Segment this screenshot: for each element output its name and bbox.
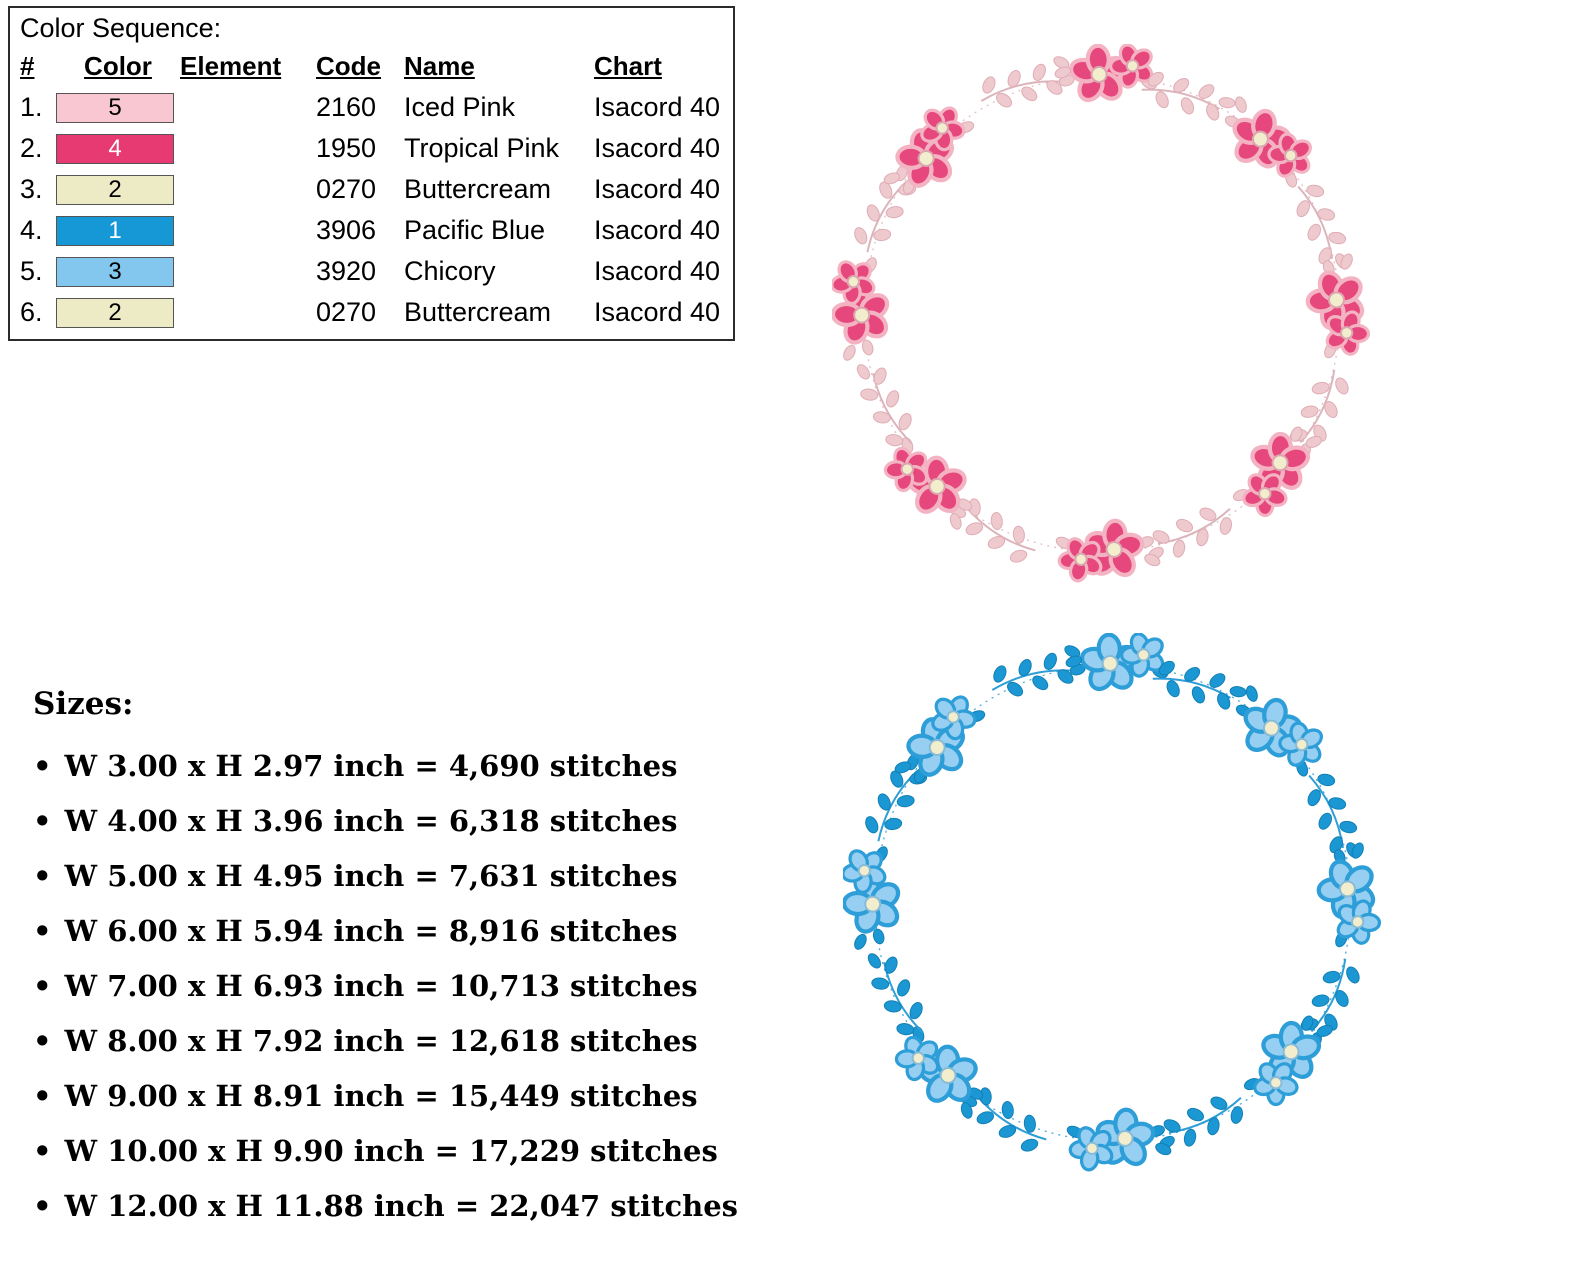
pink-wreath-svg: [832, 44, 1371, 583]
color-swatch: 2: [56, 174, 174, 205]
header-chart: Chart: [594, 50, 662, 81]
row-number: 2.: [20, 133, 43, 163]
header-color: Color: [84, 50, 152, 81]
thread-code: 3906: [316, 215, 377, 245]
sizes-title: Sizes:: [33, 686, 134, 722]
thread-chart: Isacord 40: [594, 92, 721, 122]
size-item: W 7.00 x H 6.93 inch = 10,713 stitches: [33, 958, 738, 1013]
size-item: W 8.00 x H 7.92 inch = 12,618 stitches: [33, 1013, 738, 1068]
size-item: W 3.00 x H 2.97 inch = 4,690 stitches: [33, 738, 738, 793]
color-swatch: 2: [56, 297, 174, 328]
thread-chart: Isacord 40: [594, 297, 721, 327]
blue-wreath-svg: [843, 633, 1382, 1172]
row-number: 1.: [20, 92, 43, 122]
color-swatch: 3: [56, 256, 174, 287]
element-cell: [180, 169, 316, 210]
thread-chart: Isacord 40: [594, 174, 721, 204]
color-swatch-cell: 4: [56, 128, 180, 169]
thread-name: Iced Pink: [404, 92, 516, 122]
color-swatch-cell: 3: [56, 251, 180, 292]
color-sequence-grid: # Color Element Code Name Chart 1. 5 216…: [20, 45, 733, 333]
row-number: 4.: [20, 215, 43, 245]
thread-code: 1950: [316, 133, 377, 163]
thread-name: Tropical Pink: [404, 133, 560, 163]
size-item: W 10.00 x H 9.90 inch = 17,229 stitches: [33, 1123, 738, 1178]
size-item: W 9.00 x H 8.91 inch = 15,449 stitches: [33, 1068, 738, 1123]
thread-name: Chicory: [404, 256, 496, 286]
row-number: 3.: [20, 174, 43, 204]
thread-chart: Isacord 40: [594, 133, 721, 163]
pink-wreath-design: [832, 44, 1372, 584]
element-cell: [180, 210, 316, 251]
color-swatch: 4: [56, 133, 174, 164]
color-swatch-cell: 1: [56, 210, 180, 251]
color-sequence-title: Color Sequence:: [20, 13, 222, 43]
header-code: Code: [316, 50, 381, 81]
thread-chart: Isacord 40: [594, 256, 721, 286]
color-swatch: 1: [56, 215, 174, 246]
color-swatch-cell: 5: [56, 87, 180, 128]
size-item: W 12.00 x H 11.88 inch = 22,047 stitches: [33, 1178, 738, 1233]
thread-name: Buttercream: [404, 174, 552, 204]
header-name: Name: [404, 50, 475, 81]
element-cell: [180, 292, 316, 333]
color-swatch-cell: 2: [56, 169, 180, 210]
sizes-section: Sizes: W 3.00 x H 2.97 inch = 4,690 stit…: [33, 686, 738, 1233]
row-number: 6.: [20, 297, 43, 327]
size-item: W 5.00 x H 4.95 inch = 7,631 stitches: [33, 848, 738, 903]
thread-code: 0270: [316, 174, 377, 204]
blue-wreath-design: [843, 633, 1383, 1173]
thread-name: Buttercream: [404, 297, 552, 327]
element-cell: [180, 87, 316, 128]
thread-name: Pacific Blue: [404, 215, 546, 245]
element-cell: [180, 128, 316, 169]
size-item: W 4.00 x H 3.96 inch = 6,318 stitches: [33, 793, 738, 848]
color-swatch-cell: 2: [56, 292, 180, 333]
size-list: W 3.00 x H 2.97 inch = 4,690 stitches W …: [33, 738, 738, 1233]
thread-code: 3920: [316, 256, 377, 286]
header-number: #: [20, 50, 35, 81]
thread-code: 2160: [316, 92, 377, 122]
color-sequence-table: Color Sequence: # Color Element Code Nam…: [8, 6, 735, 341]
thread-chart: Isacord 40: [594, 215, 721, 245]
color-swatch: 5: [56, 92, 174, 123]
thread-code: 0270: [316, 297, 377, 327]
header-element: Element: [180, 50, 282, 81]
size-item: W 6.00 x H 5.94 inch = 8,916 stitches: [33, 903, 738, 958]
row-number: 5.: [20, 256, 43, 286]
element-cell: [180, 251, 316, 292]
